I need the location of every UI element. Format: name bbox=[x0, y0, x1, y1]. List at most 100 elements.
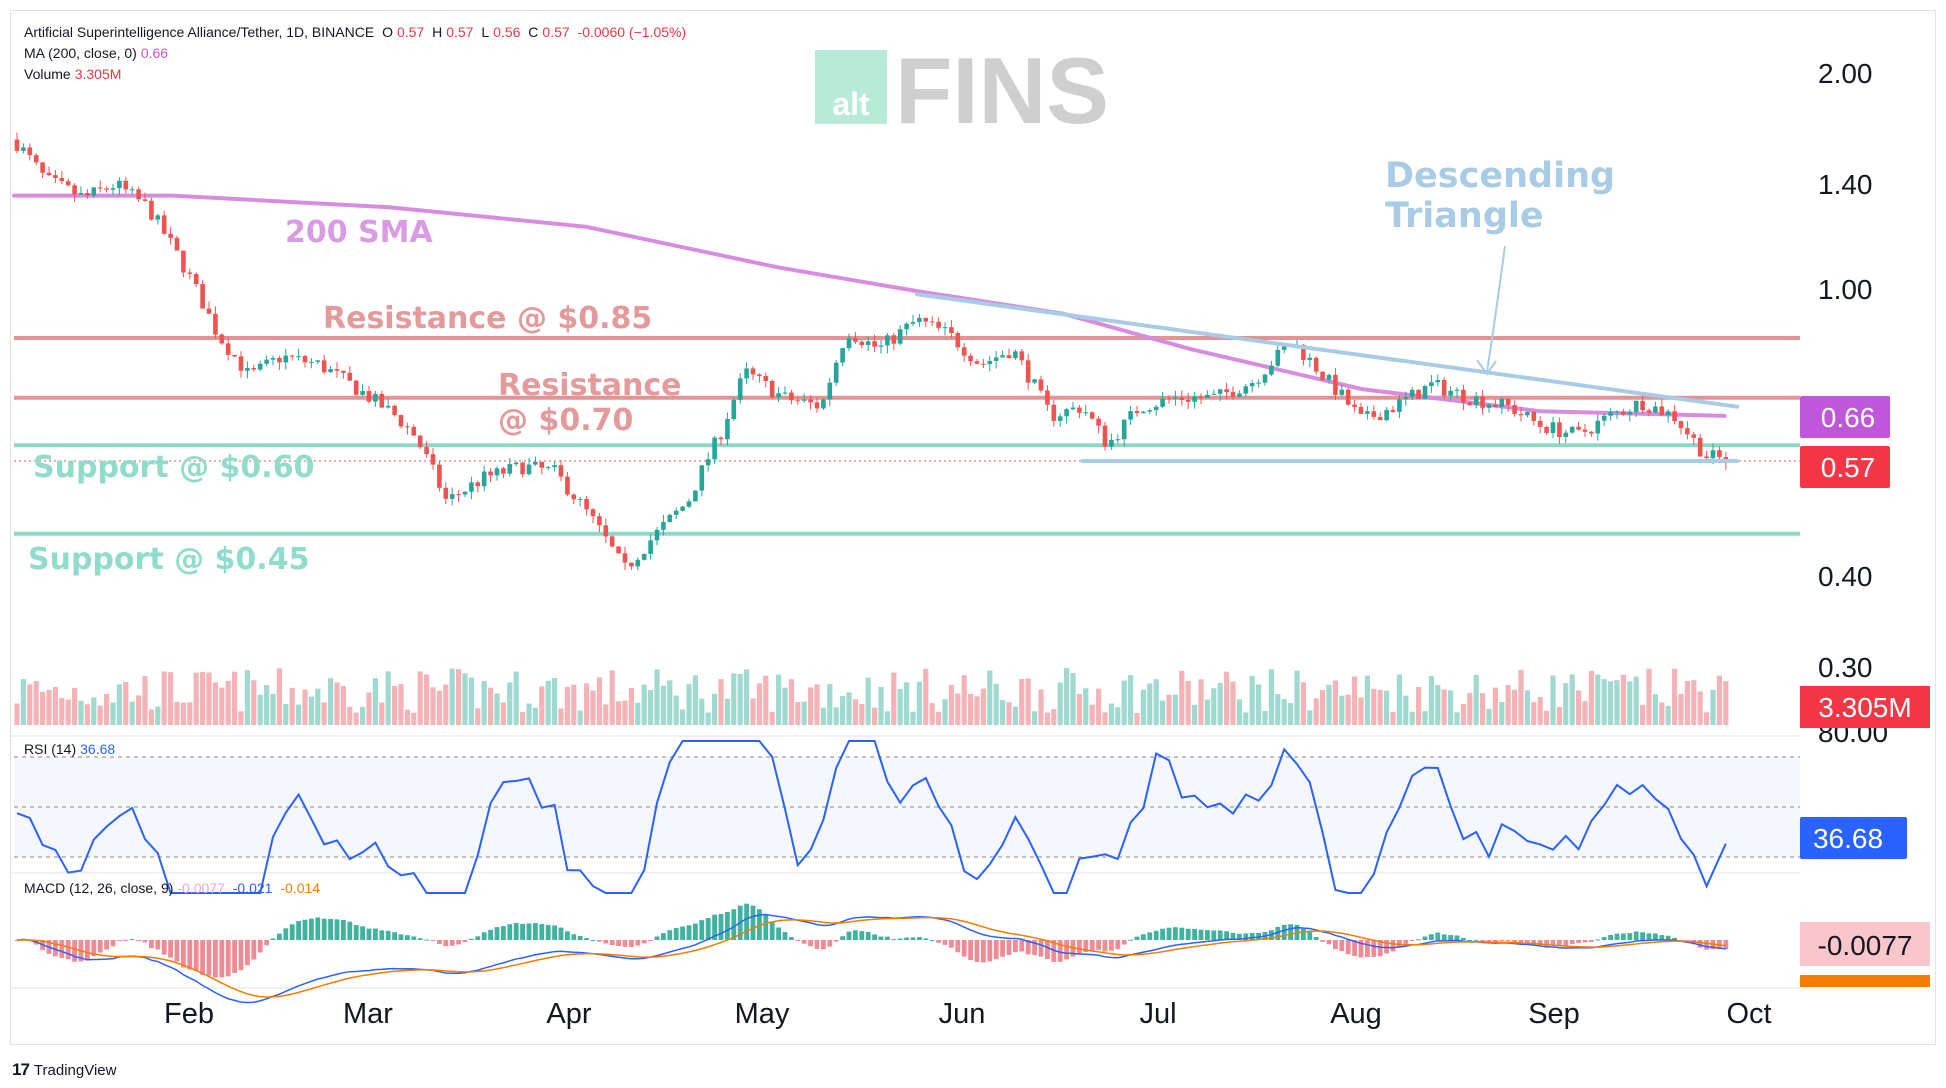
volume-bar bbox=[78, 700, 84, 725]
candle bbox=[859, 341, 865, 346]
candle bbox=[283, 355, 289, 363]
x-tick-label: Feb bbox=[164, 998, 214, 1030]
candle bbox=[174, 237, 180, 251]
volume-bar bbox=[1070, 672, 1076, 725]
volume-bar bbox=[1166, 694, 1172, 725]
macd-hist-bar bbox=[65, 940, 71, 960]
ma-legend[interactable]: MA (200, close, 0) 0.66 bbox=[24, 45, 172, 61]
volume-bar bbox=[59, 697, 65, 725]
candle bbox=[1147, 410, 1153, 412]
macd-hist-bar bbox=[277, 933, 282, 940]
macd-hist-bar bbox=[245, 940, 250, 966]
macd-hist-bar bbox=[865, 931, 871, 940]
volume-bar bbox=[1716, 675, 1722, 725]
volume-bar bbox=[1281, 699, 1287, 725]
macd-hist-bar bbox=[443, 940, 449, 947]
candle bbox=[161, 215, 167, 234]
macd-hist-bar bbox=[1589, 940, 1594, 942]
volume-bar bbox=[1544, 710, 1550, 725]
candle bbox=[1646, 410, 1652, 413]
volume-bar bbox=[1096, 688, 1102, 725]
macd-hist-bar bbox=[366, 928, 372, 940]
volume-bar bbox=[609, 670, 615, 725]
volume-bar bbox=[987, 670, 993, 725]
macd-hist-bar bbox=[462, 940, 468, 943]
rsi-legend[interactable]: RSI (14) 36.68 bbox=[24, 741, 119, 757]
macd-hist-bar bbox=[961, 940, 967, 957]
candle bbox=[193, 273, 199, 285]
candle bbox=[725, 419, 730, 440]
volume-bar bbox=[1140, 689, 1146, 725]
volume-bar bbox=[436, 690, 442, 725]
candle bbox=[910, 322, 916, 324]
volume-bar bbox=[1480, 693, 1486, 725]
tradingview-brand: TradingView bbox=[33, 1061, 117, 1079]
macd-hist-bar bbox=[1128, 939, 1133, 941]
volume-bar bbox=[430, 687, 436, 725]
volume-bar bbox=[27, 684, 33, 725]
macd-hist-bar bbox=[373, 928, 378, 940]
candle bbox=[865, 341, 871, 346]
macd-hist-bar bbox=[430, 940, 436, 942]
candle bbox=[1025, 360, 1031, 383]
volume-bar bbox=[72, 687, 78, 725]
volume-bar bbox=[603, 704, 609, 725]
volume-bar bbox=[219, 687, 225, 725]
candle bbox=[136, 189, 141, 200]
macd-hist-bar bbox=[1134, 936, 1140, 940]
macd-hist-bar bbox=[1499, 940, 1505, 942]
resistance-085-annotation: Resistance @ $0.85 bbox=[323, 301, 652, 336]
candle bbox=[251, 368, 257, 370]
macd-hist-bar bbox=[85, 940, 90, 961]
candle bbox=[1109, 439, 1114, 447]
candle bbox=[1281, 346, 1287, 350]
macd-hist-bar bbox=[1339, 940, 1345, 952]
candle bbox=[1672, 411, 1677, 422]
candle bbox=[936, 321, 941, 328]
candle bbox=[72, 185, 77, 195]
volume-bar bbox=[923, 668, 929, 725]
macd-badge-bg bbox=[1800, 922, 1930, 966]
macd-hist-bar bbox=[654, 936, 660, 940]
volume-bar bbox=[724, 698, 730, 725]
macd-hist-bar bbox=[91, 940, 97, 957]
candle bbox=[750, 368, 756, 375]
tradingview-logo[interactable]: 17 TradingView bbox=[12, 1060, 116, 1080]
candle bbox=[904, 323, 909, 330]
volume-bar bbox=[1179, 670, 1185, 725]
y-tick-label: 1.00 bbox=[1818, 274, 1873, 305]
candle bbox=[488, 471, 493, 476]
candle bbox=[1569, 426, 1575, 433]
candle bbox=[629, 562, 634, 567]
candle bbox=[110, 188, 116, 190]
volume-bar bbox=[1128, 675, 1134, 725]
candle bbox=[1217, 389, 1223, 394]
volume-bar bbox=[808, 687, 814, 725]
volume-bar bbox=[872, 707, 878, 725]
candle bbox=[1493, 404, 1498, 407]
macd-legend[interactable]: MACD (12, 26, close, 9) -0.0077 -0.021 -0… bbox=[24, 880, 324, 896]
candle bbox=[373, 393, 378, 402]
macd-hist-bar bbox=[859, 931, 865, 940]
candle bbox=[1249, 383, 1255, 387]
macd-hist-bar bbox=[782, 932, 788, 940]
macd-hist-bar bbox=[910, 937, 916, 940]
volume-bar bbox=[1192, 704, 1198, 725]
candle bbox=[1141, 411, 1146, 414]
volume-bar bbox=[1550, 675, 1556, 725]
macd-hist-bar bbox=[1621, 933, 1626, 940]
macd-hist-bar bbox=[1358, 940, 1364, 958]
volume-bar bbox=[238, 711, 244, 725]
volume-bar bbox=[1377, 689, 1383, 725]
macd-hist-bar bbox=[833, 940, 839, 942]
macd-hist-bar bbox=[1544, 940, 1549, 947]
volume-bar bbox=[1076, 694, 1082, 725]
volume-legend[interactable]: Volume 3.305M bbox=[24, 66, 125, 82]
candle bbox=[1518, 414, 1524, 416]
price-badge-bg bbox=[1800, 446, 1890, 488]
volume-bar bbox=[756, 683, 762, 725]
candle bbox=[1045, 390, 1050, 405]
candle bbox=[667, 514, 673, 523]
volume-bar bbox=[558, 708, 564, 725]
